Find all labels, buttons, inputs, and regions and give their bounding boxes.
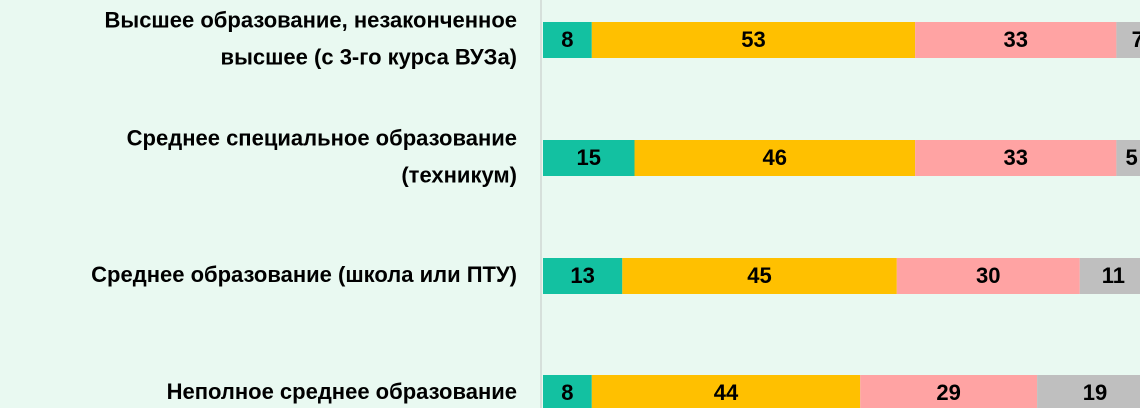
- data-label: 7: [1132, 27, 1140, 52]
- data-label: 15: [577, 145, 601, 170]
- bar-segment: [915, 140, 1117, 176]
- category-label: Неполное среднее образование: [167, 379, 517, 404]
- category-label: Среднее специальное образование: [127, 125, 517, 150]
- data-label: 5: [1126, 145, 1138, 170]
- bar-segment: [860, 375, 1038, 408]
- data-label: 53: [741, 27, 765, 52]
- category-label: Среднее образование (школа или ПТУ): [91, 262, 517, 287]
- category-label: высшее (с 3-го курса ВУЗа): [221, 44, 517, 69]
- bar-segment: [543, 22, 592, 58]
- bar-segment: [915, 22, 1117, 58]
- data-label: 11: [1102, 263, 1125, 288]
- bar-segment: [1116, 22, 1140, 58]
- bar-segment: [543, 258, 623, 294]
- data-label: 33: [1004, 145, 1028, 170]
- data-label: 33: [1004, 27, 1028, 52]
- bar-segment: [591, 375, 861, 408]
- category-label: (техникум): [401, 162, 517, 187]
- bar-segment: [1079, 258, 1140, 294]
- bar-segment: [1116, 140, 1140, 176]
- bar-segment: [634, 140, 916, 176]
- data-label: 44: [714, 380, 739, 405]
- bar-segment: [591, 22, 916, 58]
- bar-segment: [543, 375, 592, 408]
- bar-segment: [1037, 375, 1140, 408]
- data-label: 8: [561, 27, 573, 52]
- data-label: 13: [570, 263, 594, 288]
- data-label: 45: [747, 263, 771, 288]
- category-label: Высшее образование, незаконченное: [105, 7, 517, 32]
- bar-segment: [543, 140, 635, 176]
- data-label: 19: [1083, 380, 1107, 405]
- data-label: 8: [561, 380, 573, 405]
- data-label: 30: [976, 263, 1000, 288]
- data-label: 29: [936, 380, 960, 405]
- bar-segment: [622, 258, 897, 294]
- data-label: 46: [763, 145, 787, 170]
- bar-segment: [896, 258, 1080, 294]
